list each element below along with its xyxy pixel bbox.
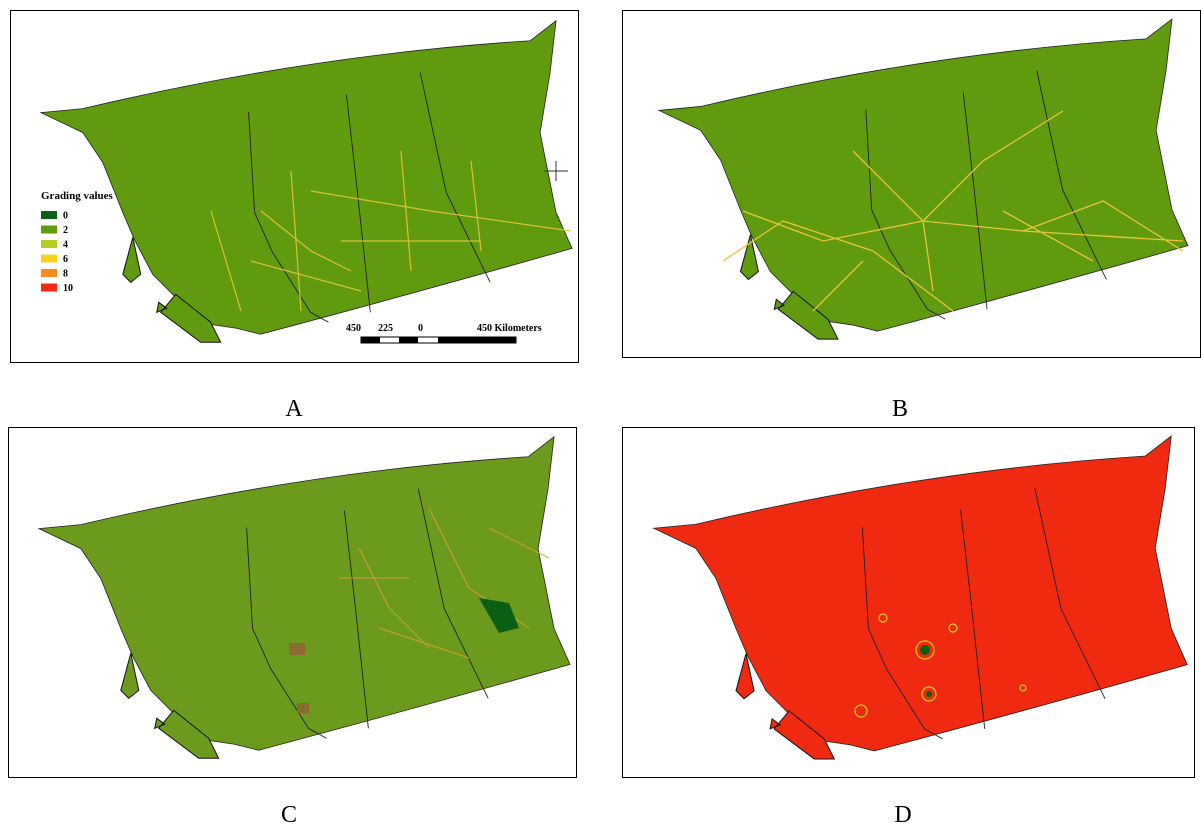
legend: Grading values 0 2 4 6 8 10 — [41, 190, 114, 294]
legend-label: 10 — [63, 283, 73, 294]
panel-label: D — [894, 802, 911, 829]
scale-seg — [399, 337, 418, 343]
figure: Grading values 0 2 4 6 8 10 450 225 0 450 Kilome… — [0, 0, 1201, 831]
map-b — [623, 11, 1201, 358]
panel-label: B — [892, 396, 908, 423]
legend-swatch — [41, 240, 57, 248]
scale-label: 225 — [378, 323, 393, 334]
legend-label: 6 — [63, 254, 68, 265]
legend-swatch — [41, 226, 57, 234]
map-d — [623, 428, 1195, 778]
panel-label: A — [285, 396, 302, 423]
scale-seg — [438, 337, 516, 343]
map-c — [9, 428, 577, 778]
legend-label: 4 — [63, 240, 68, 251]
map-a: Grading values 0 2 4 6 8 10 450 225 0 450 Kilome… — [11, 11, 579, 363]
panel-label: C — [281, 802, 297, 829]
panel-d — [622, 427, 1195, 778]
panel-c — [8, 427, 577, 778]
legend-swatch — [41, 284, 57, 292]
scale-seg — [361, 337, 380, 343]
panel-a: Grading values 0 2 4 6 8 10 450 225 0 450 Kilome… — [10, 10, 579, 363]
legend-swatch — [41, 211, 57, 219]
scale-label: 0 — [418, 323, 423, 334]
legend-label: 0 — [63, 211, 68, 222]
legend-swatch — [41, 269, 57, 277]
legend-label: 8 — [63, 269, 68, 280]
legend-title: Grading values — [41, 190, 114, 202]
scale-label: 450 Kilometers — [477, 323, 542, 334]
scale-label: 450 — [346, 323, 361, 334]
legend-swatch — [41, 255, 57, 263]
panel-b — [622, 10, 1201, 358]
scale-bar: 450 225 0 450 Kilometers — [346, 323, 542, 343]
legend-label: 2 — [63, 225, 68, 236]
